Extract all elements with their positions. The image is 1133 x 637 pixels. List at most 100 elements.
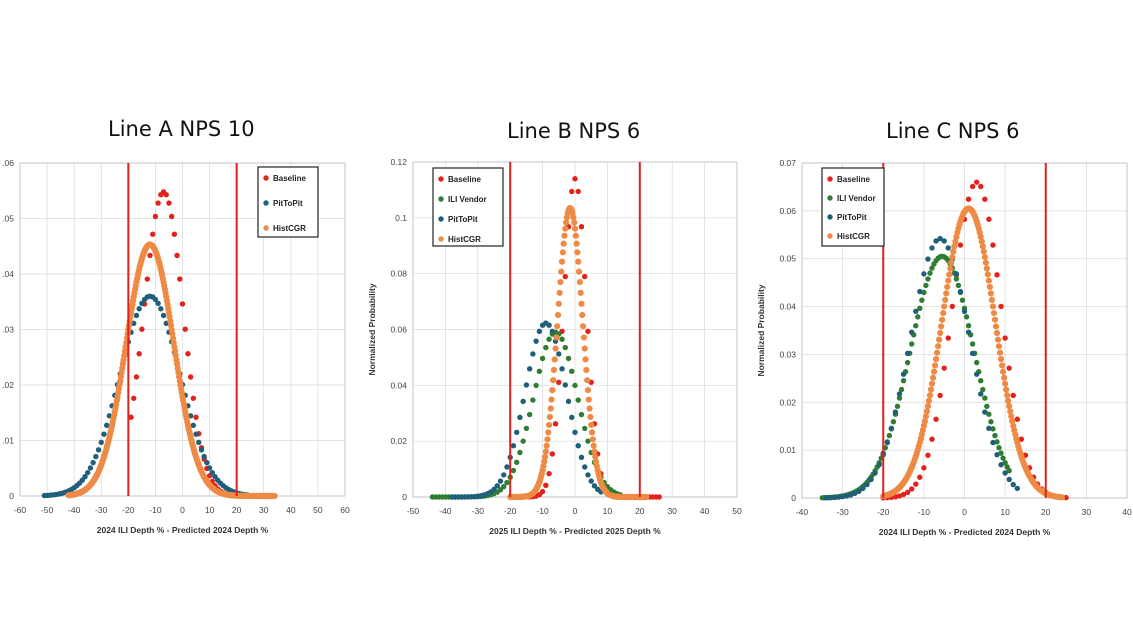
data-point: [978, 391, 984, 397]
plot-frame: [19, 162, 346, 497]
data-point: [921, 418, 928, 425]
x-tick-label: 30: [259, 505, 269, 515]
data-point: [546, 322, 552, 328]
x-tick-label: 50: [313, 505, 323, 515]
data-point: [957, 242, 964, 248]
data-point: [876, 462, 882, 468]
data-point: [155, 200, 161, 206]
data-point: [965, 323, 972, 329]
plot-frame: [801, 162, 1128, 499]
data-point: [941, 238, 947, 244]
data-point: [580, 334, 588, 341]
data-point: [556, 351, 562, 357]
x-tick-label: 10: [1000, 507, 1010, 517]
data-point: [539, 488, 546, 495]
data-point: [1006, 403, 1013, 410]
legend-label-baseline: Baseline: [273, 174, 306, 183]
data-point: [533, 382, 539, 389]
x-tick-label: -20: [877, 507, 890, 517]
data-point: [942, 296, 949, 303]
data-point: [575, 397, 581, 403]
data-point: [193, 414, 199, 420]
chart-line-b: -50 -40 -30 -20 -10 0 10 20 30 40 50 0 0.02 0.04 0.06 0…: [367, 157, 742, 536]
data-point: [584, 377, 591, 384]
data-point: [998, 303, 1004, 310]
data-point: [139, 300, 145, 307]
data-point: [520, 398, 526, 405]
data-point: [578, 223, 585, 230]
data-point: [951, 243, 958, 250]
data-point: [915, 314, 921, 320]
data-point: [577, 289, 584, 296]
data-point: [177, 276, 183, 282]
data-point: [581, 345, 588, 352]
data-point: [933, 238, 939, 244]
data-point: [980, 386, 986, 393]
data-point: [925, 276, 931, 282]
data-point: [988, 296, 996, 303]
data-point: [963, 314, 970, 320]
data-point: [491, 486, 497, 493]
data-point: [152, 296, 159, 303]
chart-title-line-b: Line B NPS 6: [507, 119, 641, 143]
data-point: [913, 323, 919, 329]
data-point: [977, 233, 984, 240]
data-point: [643, 493, 650, 501]
data-point: [900, 491, 907, 498]
data-point: [945, 277, 952, 284]
series-baseline: [880, 179, 1069, 501]
x-tick-label: -10: [536, 506, 549, 516]
y-tick-label: 0.07: [779, 158, 796, 168]
data-point: [920, 422, 927, 429]
data-point: [1006, 468, 1012, 474]
data-point: [986, 283, 993, 291]
data-point: [591, 483, 598, 489]
data-point: [578, 411, 585, 418]
legend-marker: [263, 200, 269, 206]
data-point: [959, 297, 966, 303]
data-point: [965, 329, 972, 335]
data-point: [513, 429, 520, 435]
data-point: [908, 341, 915, 347]
data-point: [545, 429, 552, 436]
data-point: [546, 336, 552, 342]
data-point: [1007, 408, 1014, 415]
data-point: [133, 312, 140, 319]
data-point: [580, 323, 587, 330]
data-point: [582, 425, 588, 432]
y-tick-label: .01: [2, 436, 14, 446]
data-point: [139, 326, 145, 332]
data-point: [574, 249, 581, 256]
data-point: [553, 334, 560, 341]
data-point: [494, 483, 500, 489]
data-point: [943, 290, 950, 297]
data-point: [560, 240, 567, 247]
data-point: [898, 386, 905, 393]
y-tick-label: .02: [2, 380, 14, 390]
plot-frame: [412, 161, 738, 498]
data-point: [939, 316, 946, 323]
legend-label-histcgr: HistCGR: [273, 224, 306, 233]
x-axis-title: 2025 ILI Depth % - Predicted 2025 Depth …: [489, 526, 661, 536]
data-point: [584, 387, 592, 394]
data-point: [552, 421, 559, 427]
data-point: [1002, 460, 1008, 466]
data-point: [133, 374, 140, 380]
legend-marker: [263, 175, 269, 181]
data-point: [917, 288, 923, 295]
legend-label-pittopit: PitToPit: [837, 213, 867, 222]
data-point: [569, 188, 575, 195]
data-point: [565, 355, 572, 362]
data-point: [998, 450, 1004, 456]
data-point: [557, 278, 564, 286]
data-point: [85, 469, 91, 476]
x-tick-label: 40: [1122, 507, 1132, 517]
data-point: [946, 271, 953, 278]
data-point: [576, 278, 583, 286]
x-tick-label: 30: [667, 506, 677, 516]
data-point: [986, 425, 992, 432]
data-point: [990, 426, 996, 432]
data-point: [823, 495, 830, 501]
data-point: [937, 235, 943, 242]
data-point: [973, 371, 980, 377]
